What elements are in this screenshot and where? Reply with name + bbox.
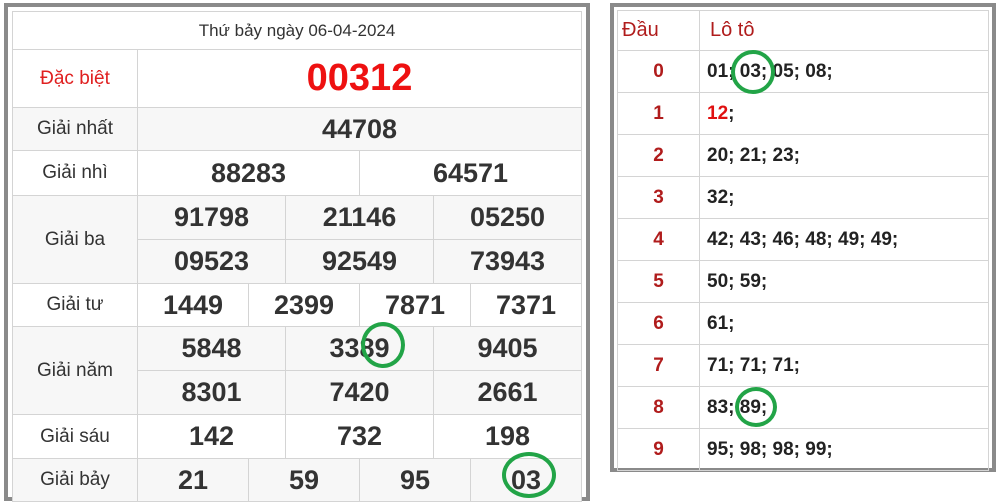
loto-number: 48 [805, 228, 827, 250]
sixth-number: 142 [137, 414, 286, 459]
third-label: Giải ba [12, 195, 138, 284]
loto-number: 46 [772, 228, 794, 250]
second-number: 64571 [359, 150, 582, 196]
second-label: Giải nhì [12, 150, 138, 196]
third-number: 05250 [433, 195, 582, 240]
seventh-number: 21 [137, 458, 249, 502]
head-digit: 9 [617, 428, 700, 471]
head-digit: 8 [617, 386, 700, 429]
loto-number: 71 [707, 354, 729, 376]
loto-row: 7 71; 71; 71; [617, 344, 989, 387]
loto-row: 0 01; 03; 05; 08; [617, 50, 989, 93]
loto-row: 4 42; 43; 46; 48; 49; 49; [617, 218, 989, 261]
loto-number: 08 [805, 60, 827, 82]
first-label: Giải nhất [12, 107, 138, 151]
second-number: 88283 [137, 150, 360, 196]
loto-number: 43 [739, 228, 761, 250]
loto-table: Đầu Lô tô 0 01; 03; 05; 08; 1 12; 2 20; 21; 23… [617, 10, 989, 471]
loto-number: 71 [739, 354, 761, 376]
loto-row: 3 32; [617, 176, 989, 219]
loto-number: 49 [870, 228, 892, 250]
third-number: 09523 [137, 239, 286, 284]
loto-number: 83 [707, 396, 729, 418]
loto-row: 1 12; [617, 92, 989, 135]
third-number: 91798 [137, 195, 286, 240]
loto-numbers: 32; [699, 176, 989, 219]
head-digit: 4 [617, 218, 700, 261]
sixth-number: 732 [285, 414, 434, 459]
highlight-circle [731, 50, 775, 94]
fourth-number: 1449 [137, 283, 249, 327]
head-digit: 5 [617, 260, 700, 303]
loto-number: 01 [707, 60, 729, 82]
loto-number: 95 [707, 438, 729, 460]
highlight-circle [361, 322, 405, 368]
head-digit: 6 [617, 302, 700, 345]
seventh-label: Giải bảy [12, 458, 138, 502]
loto-numbers: 95; 98; 98; 99; [699, 428, 989, 471]
loto-numbers: 42; 43; 46; 48; 49; 49; [699, 218, 989, 261]
sixth-label: Giải sáu [12, 414, 138, 459]
fifth-number: 5848 [137, 326, 286, 371]
loto-number: 23 [772, 144, 794, 166]
loto-numbers: 50; 59; [699, 260, 989, 303]
loto-number: 99 [805, 438, 827, 460]
sixth-number: 198 [433, 414, 582, 459]
loto-number: 98 [739, 438, 761, 460]
head-digit: 0 [617, 50, 700, 93]
head-digit: 3 [617, 176, 700, 219]
fifth-number: 7420 [285, 370, 434, 415]
highlight-circle [735, 387, 777, 427]
head-digit: 2 [617, 134, 700, 177]
loto-number: 59 [739, 270, 761, 292]
loto-number: 49 [838, 228, 860, 250]
results-panel: Thứ bảy ngày 06-04-2024 Đặc biệt 00312 Gi… [4, 3, 590, 502]
head-digit: 1 [617, 92, 700, 135]
loto-number: 42 [707, 228, 729, 250]
third-number: 73943 [433, 239, 582, 284]
fifth-number: 3389 [285, 326, 434, 371]
fourth-number: 7871 [359, 283, 471, 327]
loto-numbers: 61; [699, 302, 989, 345]
head-digit: 7 [617, 344, 700, 387]
loto-row: 8 83; 89; [617, 386, 989, 429]
loto-row: 5 50; 59; [617, 260, 989, 303]
fifth-number: 2661 [433, 370, 582, 415]
loto-numbers: 12; [699, 92, 989, 135]
seventh-number: 59 [248, 458, 360, 502]
loto-numbers: 71; 71; 71; [699, 344, 989, 387]
loto-number: 61 [707, 312, 729, 334]
fifth-label: Giải năm [12, 326, 138, 415]
fourth-label: Giải tư [12, 283, 138, 327]
special-label: Đặc biệt [12, 49, 138, 108]
seventh-number: 95 [359, 458, 471, 502]
first-number: 44708 [137, 107, 582, 151]
special-number: 00312 [137, 49, 582, 108]
fifth-number: 8301 [137, 370, 286, 415]
loto-number: 21 [739, 144, 761, 166]
loto-row: 6 61; [617, 302, 989, 345]
loto-row: 9 95; 98; 98; 99; [617, 428, 989, 471]
head-column-header: Đầu [617, 10, 700, 51]
loto-panel: Đầu Lô tô 0 01; 03; 05; 08; 1 12; 2 20; 21; 23… [610, 3, 996, 472]
loto-number: 32 [707, 186, 729, 208]
loto-numbers: 20; 21; 23; [699, 134, 989, 177]
third-number: 21146 [285, 195, 434, 240]
loto-row: 2 20; 21; 23; [617, 134, 989, 177]
results-table: Thứ bảy ngày 06-04-2024 Đặc biệt 00312 Gi… [12, 11, 582, 502]
highlight-circle [502, 452, 556, 498]
loto-number: 12 [707, 102, 729, 124]
loto-number: 05 [772, 60, 794, 82]
fifth-number: 9405 [433, 326, 582, 371]
loto-column-header: Lô tô [699, 10, 989, 51]
third-number: 92549 [285, 239, 434, 284]
fourth-number: 7371 [470, 283, 582, 327]
loto-number: 71 [772, 354, 794, 376]
loto-number: 20 [707, 144, 729, 166]
fourth-number: 2399 [248, 283, 360, 327]
loto-number: 50 [707, 270, 729, 292]
date-title: Thứ bảy ngày 06-04-2024 [12, 11, 582, 50]
loto-number: 98 [772, 438, 794, 460]
